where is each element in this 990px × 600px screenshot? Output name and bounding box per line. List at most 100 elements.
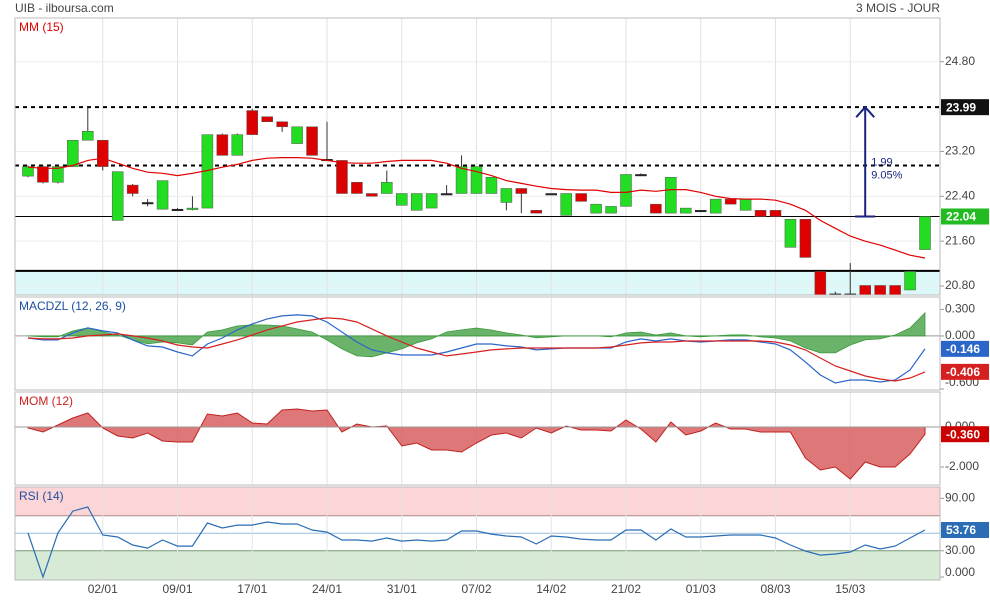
candle-body: [769, 210, 782, 217]
plot-area: [15, 487, 940, 580]
plot-area: [15, 297, 940, 390]
overbought-zone: [15, 487, 940, 516]
panel-frame: [14, 296, 941, 391]
candle-body: [306, 126, 318, 156]
candle-body: [904, 271, 916, 291]
value-tag-label: 23.99: [946, 100, 976, 114]
candle-body: [724, 198, 737, 205]
candle-body: [52, 166, 64, 183]
candle-body: [709, 198, 722, 214]
candle-body: [186, 207, 199, 210]
y-tick-label: 21.60: [945, 233, 975, 247]
panel-title: RSI (14): [19, 489, 64, 503]
candle-body: [455, 166, 468, 194]
oversold-zone: [15, 550, 940, 580]
candle-body: [37, 166, 49, 183]
candle-body: [560, 193, 572, 216]
candle-body: [575, 193, 587, 202]
value-tag-label: 22.04: [946, 210, 976, 224]
candle-body: [590, 203, 602, 214]
candle-body: [82, 131, 94, 141]
x-tick-label: 24/01: [312, 582, 342, 596]
value-tag: [941, 363, 989, 380]
candle-body: [111, 171, 124, 221]
panel-title: MM (15): [19, 20, 64, 34]
value-tag: [941, 426, 989, 443]
candle-body: [22, 166, 34, 177]
period: 3 MOIS - JOUR: [856, 1, 940, 15]
y-tick-label: 0.000: [945, 565, 975, 579]
candle-body: [695, 210, 707, 213]
candle-body: [545, 193, 557, 196]
candle-body: [141, 202, 154, 205]
candle-body: [620, 174, 632, 207]
candle-body: [919, 216, 931, 250]
candle-body: [605, 206, 617, 214]
candle-body: [814, 271, 827, 295]
candle-body: [470, 166, 483, 194]
value-tag: [941, 340, 989, 357]
indicator-line: [27, 317, 926, 382]
y-tick-label: 30.00: [945, 543, 975, 557]
arrow-head: [855, 105, 875, 118]
candle-body: [261, 116, 273, 122]
value-tag-label: 53.76: [946, 523, 976, 537]
candle-body: [635, 174, 647, 177]
candle-body: [336, 160, 348, 194]
candle-body: [381, 182, 393, 194]
value-tag: [941, 521, 989, 538]
candle-body: [889, 285, 901, 295]
candle-body: [754, 210, 767, 217]
indicator-line: [27, 506, 926, 579]
y-tick-label: 23.20: [945, 144, 975, 158]
candle-body: [650, 203, 662, 214]
candle-body: [216, 134, 229, 156]
candle-body: [515, 188, 528, 194]
y-tick-label: 0.300: [945, 302, 975, 316]
value-tag: [941, 208, 989, 225]
candle-body: [874, 285, 886, 295]
candle-body: [396, 193, 408, 206]
x-tick-label: 15/03: [835, 582, 865, 596]
candle-body: [425, 193, 438, 209]
panel-frame: [14, 391, 941, 486]
candle-body: [231, 134, 244, 156]
panel-title: MOM (12): [19, 394, 73, 408]
candle-body: [784, 219, 797, 248]
candle-body: [859, 285, 871, 295]
y-tick-label: 0.000: [945, 328, 975, 342]
value-tag-label: -0.360: [946, 427, 980, 441]
x-tick-label: 21/02: [611, 582, 641, 596]
candle-body: [440, 193, 453, 196]
candle-body: [67, 139, 79, 167]
candle-body: [351, 182, 363, 194]
candle-body: [291, 126, 303, 144]
candle-body: [680, 207, 692, 214]
candle-body: [665, 176, 677, 214]
x-tick-label: 17/01: [237, 582, 267, 596]
candle-body: [500, 188, 513, 203]
y-tick-label: 20.80: [945, 278, 975, 292]
moving-average: [27, 157, 926, 259]
candle-body: [799, 219, 812, 258]
x-tick-label: 08/03: [760, 582, 790, 596]
change-pct-label: 9.05%: [871, 170, 902, 182]
y-tick-label: 90.00: [945, 490, 975, 504]
candle-body: [171, 208, 184, 211]
candle-body: [530, 210, 543, 214]
y-tick-label: -2.000: [945, 459, 979, 473]
x-tick-label: 14/02: [536, 582, 566, 596]
candle-body: [156, 180, 169, 210]
x-tick-label: 31/01: [387, 582, 417, 596]
y-tick-label: 22.40: [945, 188, 975, 202]
candle-body: [485, 176, 498, 194]
panel-frame: [14, 17, 941, 296]
change-label: 1.99: [871, 157, 892, 169]
panel-frame: [14, 486, 941, 581]
site-title: UIB - ilboursa.com: [15, 1, 114, 15]
x-tick-label: 09/01: [162, 582, 192, 596]
panel-title: MACDZL (12, 26, 9): [19, 299, 126, 313]
candle-body: [246, 110, 258, 135]
